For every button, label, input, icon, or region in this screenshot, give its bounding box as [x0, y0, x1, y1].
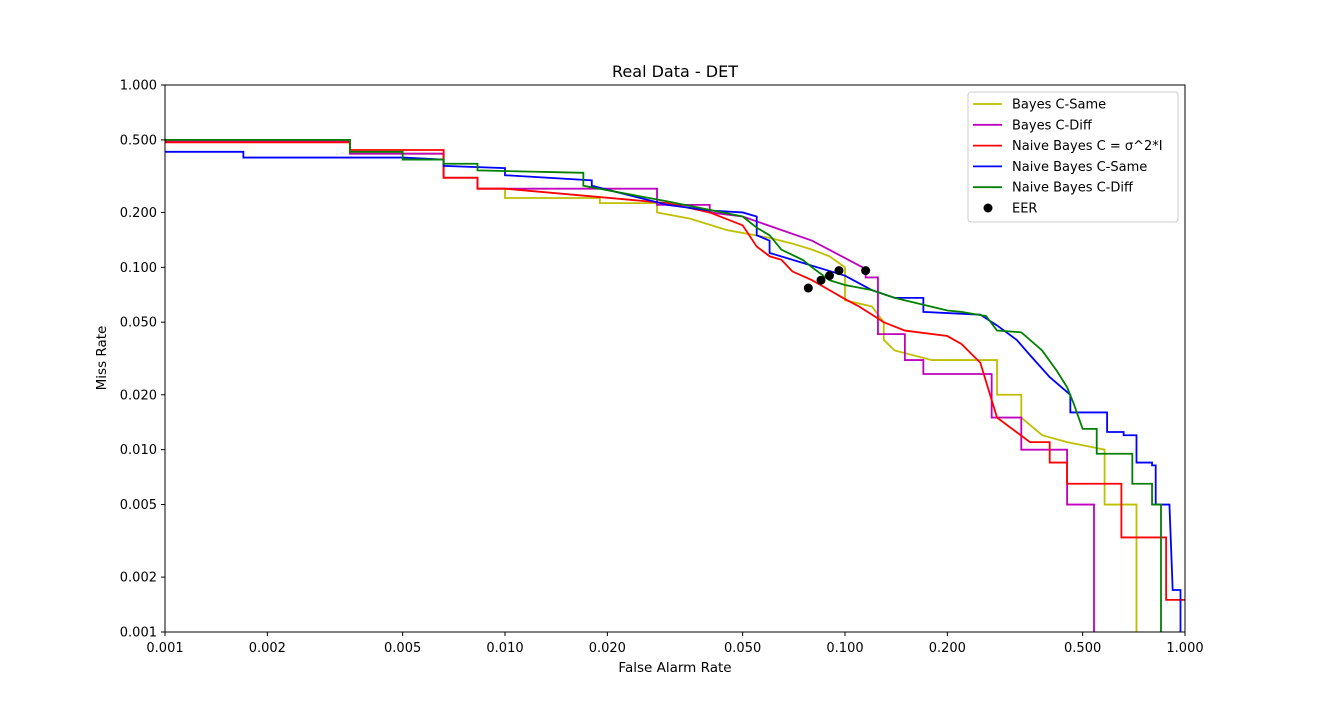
x-axis-ticks: 0.001 0.002 0.005 0.010 0.020 0.050 0.100 0.200… [146, 632, 1204, 656]
x-tick-label: 0.005 [384, 641, 421, 656]
x-tick-label: 0.001 [146, 641, 183, 656]
y-tick-label: 0.005 [120, 498, 157, 513]
eer-point [803, 283, 813, 293]
plot-frame [164, 84, 1186, 633]
y-tick-label: 0.050 [120, 316, 157, 331]
x-tick-label: 0.050 [724, 641, 761, 656]
x-tick-label: 0.100 [826, 641, 863, 656]
y-axis-ticks: 0.001 0.002 0.005 0.010 0.020 0.050 0.100 0.200… [120, 79, 165, 641]
x-tick-label: 0.010 [486, 641, 523, 656]
y-tick-label: 0.002 [120, 571, 157, 586]
legend-label-3: Naive Bayes C-Same [1012, 160, 1147, 175]
y-axis-label: Miss Rate [94, 326, 110, 391]
x-tick-label: 0.500 [1064, 641, 1101, 656]
x-axis-label: False Alarm Rate [618, 660, 731, 676]
eer-point [824, 271, 834, 281]
legend-label-1: Bayes C-Diff [1012, 118, 1093, 133]
legend: Bayes C-Same Bayes C-Diff Naive Bayes C = … [967, 91, 1179, 223]
y-tick-label: 0.020 [120, 388, 157, 403]
legend-label-0: Bayes C-Same [1012, 98, 1106, 113]
eer-point [861, 266, 871, 276]
legend-frame [967, 91, 1179, 223]
series-line-4 [165, 138, 1162, 632]
x-tick-label: 0.002 [249, 641, 286, 656]
series-line-3 [165, 150, 1182, 632]
series-layer [165, 138, 1185, 632]
legend-label-4: Naive Bayes C-Diff [1012, 181, 1134, 196]
eer-point [834, 266, 844, 276]
eer-layer [803, 266, 871, 293]
y-tick-label: 0.010 [120, 443, 157, 458]
y-tick-label: 0.200 [120, 206, 157, 221]
y-tick-label: 0.001 [120, 626, 157, 641]
y-tick-label: 0.500 [120, 133, 157, 148]
y-tick-label: 1.000 [120, 79, 157, 94]
x-tick-label: 0.020 [589, 641, 626, 656]
legend-label-5: EER [1012, 202, 1037, 217]
y-tick-label: 0.100 [120, 261, 157, 276]
x-tick-label: 1.000 [1166, 641, 1203, 656]
legend-label-2: Naive Bayes C = σ^2*I [1012, 139, 1163, 154]
series-line-2 [165, 141, 1185, 601]
chart-title: Real Data - DET [612, 62, 738, 81]
eer-point [816, 275, 826, 285]
legend-marker-eer [983, 203, 993, 213]
x-tick-label: 0.200 [929, 641, 966, 656]
